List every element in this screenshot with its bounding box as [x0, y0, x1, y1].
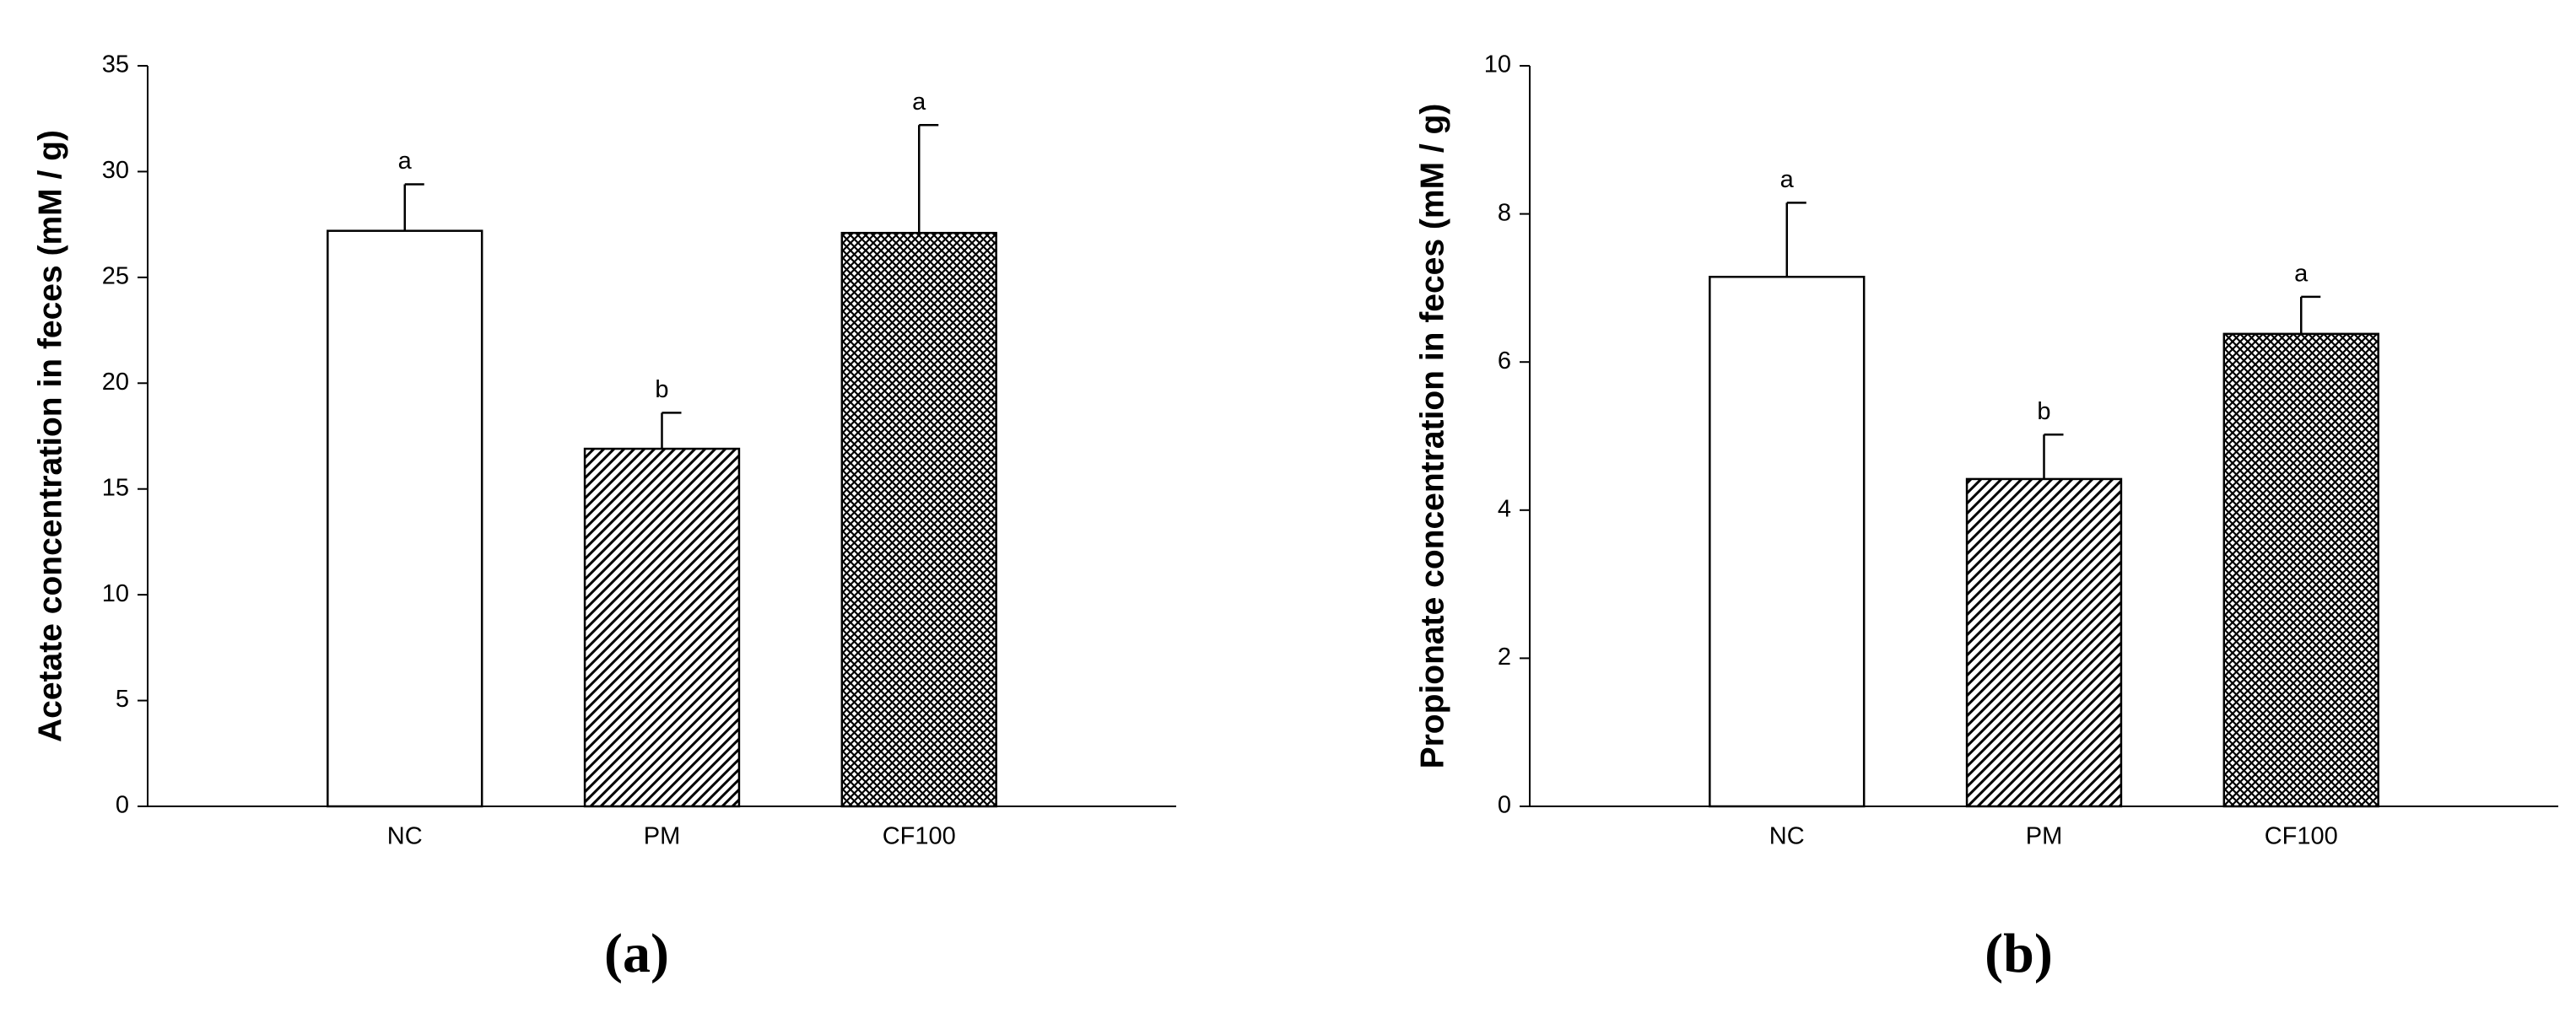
significance-letter: a [912, 89, 926, 116]
y-tick-label: 0 [116, 792, 129, 819]
y-tick-label: 5 [116, 686, 129, 713]
error-bar [2300, 295, 2321, 334]
significance-letter: a [1780, 166, 1795, 193]
y-axis-label: Propionate concentration in feces (mM / … [1414, 104, 1450, 769]
bar [1709, 275, 1866, 808]
bar [327, 229, 483, 808]
error-bar [403, 183, 424, 231]
bar [840, 231, 997, 808]
error-bar [2043, 433, 2064, 479]
panel-label: (a) [604, 923, 669, 984]
y-tick-label: 0 [1498, 792, 1511, 819]
y-tick-label: 10 [1484, 51, 1511, 78]
y-tick-label: 30 [102, 157, 129, 184]
y-tick-label: 15 [102, 474, 129, 501]
error-bar [661, 412, 682, 450]
y-tick-label: 6 [1498, 348, 1511, 374]
significance-letter: b [2037, 398, 2050, 425]
significance-letter: a [398, 148, 413, 175]
bar [1965, 477, 2123, 808]
x-tick-label: NC [387, 823, 423, 850]
x-tick-label: CF100 [2265, 823, 2338, 850]
bar [583, 447, 741, 808]
error-bar [1785, 202, 1806, 277]
y-tick-label: 2 [1498, 644, 1511, 671]
panel-label: (b) [1985, 923, 2053, 984]
significance-letter: a [2294, 261, 2309, 288]
x-tick-label: NC [1769, 823, 1805, 850]
y-tick-label: 35 [102, 51, 129, 78]
y-tick-label: 25 [102, 263, 129, 290]
y-tick-label: 4 [1498, 495, 1511, 522]
y-tick-label: 8 [1498, 199, 1511, 226]
error-bar [918, 123, 939, 234]
x-tick-label: PM [2026, 823, 2063, 850]
bar [2222, 332, 2379, 808]
y-tick-label: 10 [102, 580, 129, 607]
x-tick-label: PM [644, 823, 681, 850]
y-axis-label: Acetate concentration in feces (mM / g) [32, 130, 68, 742]
y-tick-label: 20 [102, 369, 129, 396]
significance-letter: b [655, 376, 668, 403]
x-tick-label: CF100 [883, 823, 956, 850]
